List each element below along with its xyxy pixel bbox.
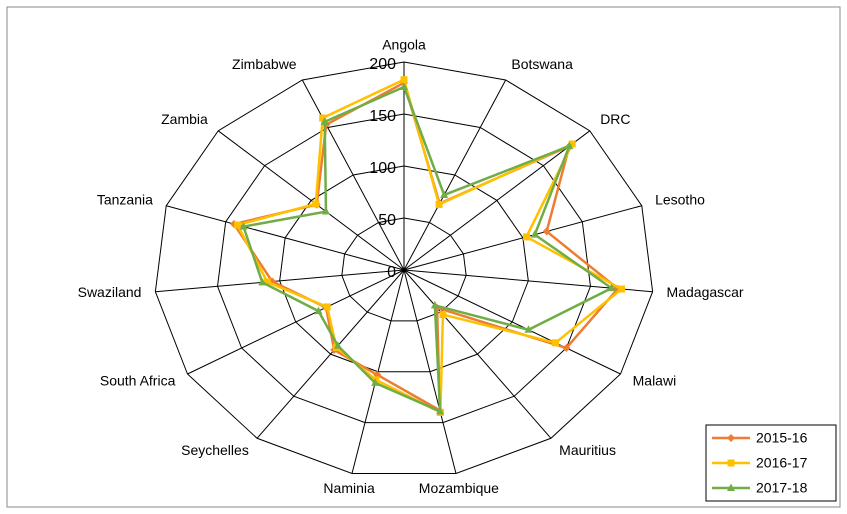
point-marker — [524, 325, 533, 333]
point-marker — [333, 341, 342, 349]
category-label: Naminia — [323, 480, 375, 496]
point-marker — [372, 376, 380, 384]
point-marker — [565, 141, 574, 150]
category-label: Zambia — [161, 111, 208, 127]
grid-ring — [217, 113, 591, 424]
point-marker — [727, 434, 735, 442]
category-label: Zimbabwe — [232, 56, 297, 72]
category-label: Lesotho — [655, 191, 705, 207]
point-marker — [568, 140, 576, 148]
spoke — [403, 79, 507, 271]
spoke — [403, 205, 642, 271]
point-marker — [234, 221, 242, 229]
chart-frame — [6, 6, 841, 508]
series-line — [241, 85, 615, 414]
r-tick-label: 100 — [369, 160, 396, 177]
point-marker — [439, 311, 447, 319]
point-marker — [607, 283, 616, 292]
spoke — [166, 205, 405, 271]
point-marker — [430, 300, 439, 309]
category-label: Seychelles — [181, 442, 249, 458]
spoke — [403, 269, 457, 474]
point-marker — [618, 285, 626, 293]
category-label: South Africa — [100, 373, 176, 389]
point-marker — [258, 277, 267, 286]
point-marker — [440, 190, 449, 198]
grid-ring — [154, 61, 654, 474]
point-marker — [320, 117, 329, 125]
point-marker — [371, 378, 380, 386]
r-tick-label: 200 — [369, 56, 396, 73]
point-marker — [552, 339, 560, 347]
point-marker — [263, 278, 271, 286]
legend-label: 2016-17 — [756, 455, 808, 471]
legend-label: 2015-16 — [756, 430, 808, 446]
point-marker — [323, 303, 331, 311]
spoke — [187, 269, 405, 375]
category-label: DRC — [600, 111, 630, 127]
point-marker — [542, 227, 551, 236]
category-label: Swaziland — [78, 284, 142, 300]
point-marker — [530, 230, 539, 238]
legend-label: 2017-18 — [756, 480, 808, 496]
category-label: Tanzania — [97, 191, 153, 207]
spoke — [256, 269, 405, 439]
grid-ring — [279, 165, 529, 373]
point-marker — [239, 222, 248, 230]
r-tick-label: 0 — [387, 264, 396, 281]
point-marker — [400, 76, 408, 84]
point-marker — [435, 200, 443, 208]
category-label: Angola — [382, 37, 426, 53]
spoke — [301, 79, 405, 271]
point-marker — [312, 200, 320, 208]
point-marker — [319, 114, 327, 122]
grid-ring — [341, 217, 467, 322]
point-marker — [314, 306, 323, 315]
point-marker — [321, 207, 330, 215]
category-label: Mozambique — [419, 480, 499, 496]
spoke — [155, 269, 405, 293]
point-marker — [400, 82, 408, 90]
r-tick-label: 150 — [369, 108, 396, 125]
point-marker — [436, 406, 445, 415]
point-marker — [727, 459, 735, 467]
point-marker — [522, 233, 530, 241]
category-label: Botswana — [511, 56, 573, 72]
spoke — [403, 130, 591, 271]
spoke — [403, 269, 552, 439]
spoke — [217, 130, 405, 271]
category-label: Malawi — [633, 373, 677, 389]
category-label: Madagascar — [667, 284, 744, 300]
point-marker — [727, 483, 735, 491]
spoke — [403, 269, 621, 375]
category-label: Mauritius — [559, 442, 616, 458]
r-tick-label: 50 — [378, 212, 396, 229]
point-marker — [562, 344, 571, 352]
